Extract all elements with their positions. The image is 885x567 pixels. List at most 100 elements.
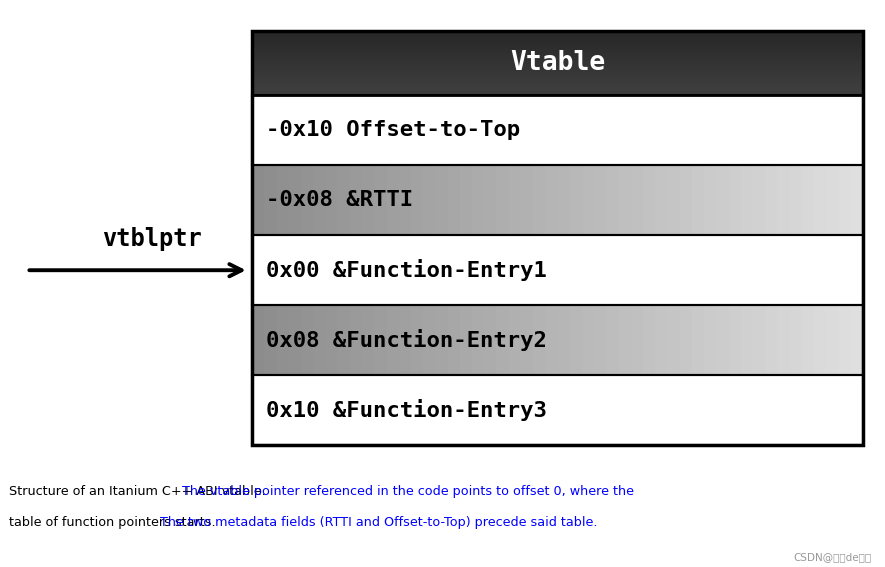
Bar	[448, 166, 461, 235]
Bar	[252, 83, 863, 84]
Bar	[289, 166, 302, 235]
Bar	[252, 46, 863, 48]
Bar	[460, 305, 473, 375]
Bar	[423, 305, 436, 375]
Bar	[350, 166, 363, 235]
Bar	[252, 375, 863, 445]
Bar	[484, 166, 497, 235]
Bar	[313, 305, 327, 375]
Bar	[741, 305, 754, 375]
Bar	[252, 67, 863, 69]
Bar	[301, 305, 314, 375]
Bar	[728, 166, 742, 235]
Bar	[252, 53, 863, 54]
Text: The two metadata fields (RTTI and Offset-to-Top) precede said table.: The two metadata fields (RTTI and Offset…	[160, 516, 597, 529]
Bar	[692, 305, 705, 375]
Bar	[252, 95, 863, 166]
Bar	[631, 305, 644, 375]
Bar	[326, 305, 339, 375]
Bar	[252, 37, 863, 39]
Bar	[338, 305, 350, 375]
Bar	[789, 305, 803, 375]
Bar	[411, 166, 424, 235]
Bar	[252, 91, 863, 93]
Bar	[777, 305, 790, 375]
Text: The vtable pointer referenced in the code points to offset 0, where the: The vtable pointer referenced in the cod…	[181, 485, 634, 498]
Bar	[448, 305, 461, 375]
Text: -0x08 &RTTI: -0x08 &RTTI	[266, 191, 412, 210]
Bar	[509, 166, 522, 235]
Bar	[252, 32, 863, 33]
Bar	[252, 70, 863, 72]
Bar	[252, 84, 863, 86]
Bar	[265, 166, 278, 235]
Bar	[252, 52, 863, 54]
Bar	[252, 91, 863, 92]
Bar	[252, 77, 863, 78]
Bar	[252, 60, 863, 61]
Bar	[252, 305, 863, 375]
Bar	[252, 48, 863, 49]
Bar	[252, 85, 863, 87]
Bar	[252, 34, 863, 36]
Bar	[496, 305, 510, 375]
Bar	[728, 305, 742, 375]
Bar	[399, 305, 412, 375]
Bar	[766, 166, 778, 235]
Bar	[277, 166, 289, 235]
Bar	[252, 87, 863, 89]
Bar	[252, 39, 863, 41]
Bar	[533, 166, 546, 235]
Bar	[704, 305, 717, 375]
Bar	[252, 79, 863, 81]
Bar	[252, 40, 863, 42]
Bar	[252, 45, 863, 46]
Bar	[741, 166, 754, 235]
Bar	[252, 235, 863, 305]
Bar	[362, 166, 375, 235]
Bar	[252, 75, 863, 77]
Bar	[472, 305, 485, 375]
Bar	[606, 305, 619, 375]
Bar	[374, 166, 388, 235]
Bar	[252, 92, 863, 94]
Bar	[313, 166, 327, 235]
Bar	[252, 90, 863, 91]
Bar	[252, 88, 863, 90]
Bar	[827, 305, 839, 375]
Bar	[484, 305, 497, 375]
Bar	[252, 63, 863, 64]
Bar	[387, 166, 400, 235]
Bar	[338, 166, 350, 235]
Bar	[252, 49, 863, 50]
Bar	[753, 166, 766, 235]
Bar	[252, 82, 863, 83]
Bar	[399, 166, 412, 235]
Bar	[252, 31, 863, 445]
Bar	[619, 305, 632, 375]
Bar	[252, 95, 863, 166]
Bar	[252, 74, 863, 76]
Bar	[545, 166, 558, 235]
Text: 0x08 &Function-Entry2: 0x08 &Function-Entry2	[266, 329, 546, 351]
Bar	[252, 57, 863, 59]
Text: table of function pointers starts.: table of function pointers starts.	[9, 516, 219, 529]
Bar	[252, 62, 863, 64]
Bar	[252, 69, 863, 71]
Bar	[252, 31, 863, 32]
Bar	[252, 50, 863, 52]
Bar	[252, 166, 266, 235]
Bar	[814, 305, 827, 375]
Bar	[252, 235, 863, 305]
Bar	[716, 166, 729, 235]
Bar	[558, 305, 571, 375]
Bar	[252, 31, 863, 95]
Bar	[655, 166, 668, 235]
Bar	[252, 64, 863, 65]
Bar	[850, 166, 864, 235]
Text: vtblptr: vtblptr	[102, 227, 202, 251]
Bar	[252, 73, 863, 74]
Bar	[655, 305, 668, 375]
Bar	[252, 375, 863, 445]
Bar	[631, 166, 644, 235]
